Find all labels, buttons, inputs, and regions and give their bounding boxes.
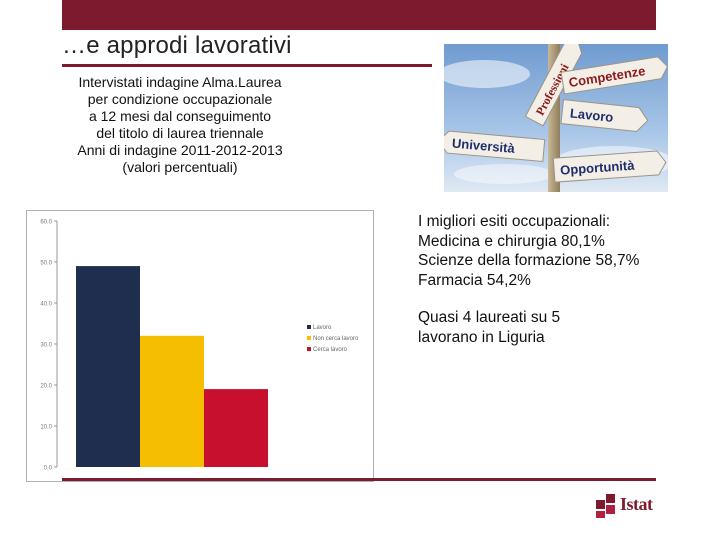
bar-chart: 0.0 10.0 20.0 30.0 40.0 50.0 60.0 Lavoro Non cer… xyxy=(26,210,374,482)
istat-logo: Istat xyxy=(596,492,666,522)
subtitle-line: Anni di indagine 2011-2012-2013 xyxy=(77,142,283,158)
subtitle-line: (valori percentuali) xyxy=(122,159,238,175)
highlight-line: Quasi 4 laureati su 5 xyxy=(418,309,561,326)
y-tick-label: 20.0 xyxy=(40,384,52,390)
y-tick-label: 30.0 xyxy=(40,343,52,349)
sign-opportunita: Opportunità xyxy=(560,158,636,178)
subtitle-line: a 12 mesi dal conseguimento xyxy=(88,108,272,124)
legend-swatch xyxy=(307,336,311,340)
highlight-line: Medicina e chirurgia 80,1% xyxy=(418,232,605,250)
istat-mark-icon xyxy=(596,494,615,518)
legend-label: Non cerca lavoro xyxy=(313,336,359,342)
chart-description: Intervistati indagine Alma.Laurea per co… xyxy=(58,74,302,176)
bar-chart-canvas: 0.0 10.0 20.0 30.0 40.0 50.0 60.0 Lavoro Non cer… xyxy=(40,220,359,472)
sign-universita: Università xyxy=(451,135,516,155)
spacer xyxy=(418,290,698,308)
top-band xyxy=(62,0,656,30)
subtitle-line: del titolo di laurea triennale xyxy=(96,125,264,141)
slide-title: …e approdi lavorativi xyxy=(62,32,292,59)
subtitle-line: per condizione occupazionale xyxy=(87,91,273,107)
legend-swatch xyxy=(307,347,311,351)
subtitle-line: Intervistati indagine Alma.Laurea xyxy=(78,74,282,90)
legend-label: Cerca lavoro xyxy=(313,347,348,353)
y-tick-label: 10.0 xyxy=(40,425,52,431)
highlight-line: lavorano in Liguria xyxy=(418,328,545,346)
y-tick-label: 0.0 xyxy=(44,466,53,472)
y-tick-label: 50.0 xyxy=(40,261,52,267)
y-tick-label: 60.0 xyxy=(40,220,52,226)
bar-1 xyxy=(76,266,140,467)
highlight-line: Farmacia 54,2% xyxy=(418,271,531,289)
title-rule xyxy=(62,64,432,67)
y-tick-label: 40.0 xyxy=(40,302,52,308)
legend-label: Lavoro xyxy=(313,325,332,331)
highlight-line: Scienze della formazione 58,7% xyxy=(418,252,640,269)
bar-2 xyxy=(140,335,204,467)
istat-logo-text: Istat xyxy=(620,494,653,514)
legend-swatch xyxy=(307,325,311,329)
bar-3 xyxy=(204,389,268,467)
bottom-rule xyxy=(62,478,656,481)
sign-lavoro: Lavoro xyxy=(569,105,614,124)
highlight-heading: I migliori esiti occupazionali: xyxy=(418,213,611,230)
signpost-photo: Professioni Competenze Lavoro Università… xyxy=(444,44,668,192)
highlights-text: I migliori esiti occupazionali: Medicina… xyxy=(418,212,698,347)
